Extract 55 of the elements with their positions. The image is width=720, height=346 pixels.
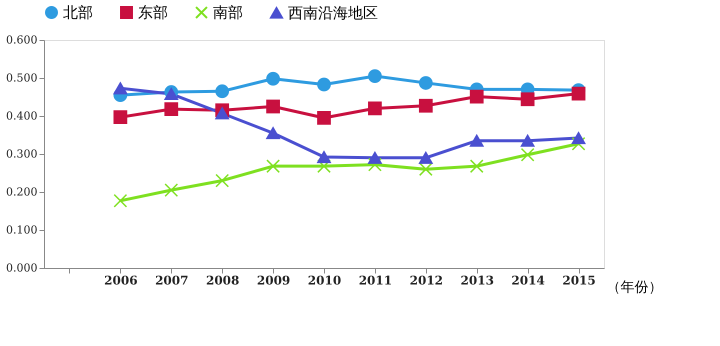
x-tick-label: 2010 (308, 274, 342, 288)
y-tick-label: 0.600 (6, 34, 38, 46)
legend-label: 东部 (138, 4, 168, 22)
point (215, 107, 230, 120)
point (418, 76, 433, 90)
point (572, 132, 586, 144)
point (215, 84, 230, 98)
y-tick-label: 0.200 (6, 186, 38, 198)
x-tick-label: 2015 (562, 274, 596, 288)
point (317, 150, 331, 164)
point (113, 82, 128, 94)
y-tick-label: 0.100 (6, 224, 38, 236)
point (520, 134, 535, 147)
point (164, 102, 178, 116)
legend-label: 北部 (63, 4, 93, 22)
point (317, 78, 331, 92)
x-tick-label: 2008 (206, 274, 240, 288)
point (520, 148, 535, 162)
point (418, 162, 433, 176)
point (368, 69, 382, 83)
point (266, 100, 280, 114)
legend-label: 南部 (213, 4, 243, 22)
x-tick-label: 2006 (104, 274, 138, 288)
x-tick-label: 2014 (511, 274, 545, 288)
point (418, 98, 433, 113)
point (113, 110, 128, 124)
x-tick-label: 2011 (358, 274, 392, 288)
point (113, 194, 128, 208)
x-tick-label: 2012 (410, 274, 444, 288)
point (368, 102, 382, 116)
point (470, 90, 484, 104)
point (215, 174, 230, 188)
x-tick-label: 2013 (460, 274, 494, 288)
point (520, 92, 535, 106)
point (470, 159, 484, 174)
y-tick-label: 0.300 (6, 148, 38, 160)
point (266, 159, 280, 174)
point (164, 183, 178, 197)
point (266, 127, 280, 140)
point (572, 136, 586, 151)
legend-label: 西南沿海地区 (288, 4, 378, 22)
x-tick-label: 2009 (256, 274, 290, 288)
point (317, 111, 331, 125)
y-tick-label: 0.400 (6, 110, 38, 122)
point (470, 134, 484, 147)
point (164, 88, 178, 100)
point (418, 152, 433, 164)
point (266, 72, 280, 86)
point (317, 159, 331, 174)
y-tick-label: 0.000 (6, 262, 38, 274)
point (368, 152, 382, 164)
x-axis-title: （年份） (606, 280, 662, 296)
point (572, 86, 586, 100)
y-tick-label: 0.500 (6, 72, 38, 84)
x-tick-label: 2007 (155, 274, 188, 288)
